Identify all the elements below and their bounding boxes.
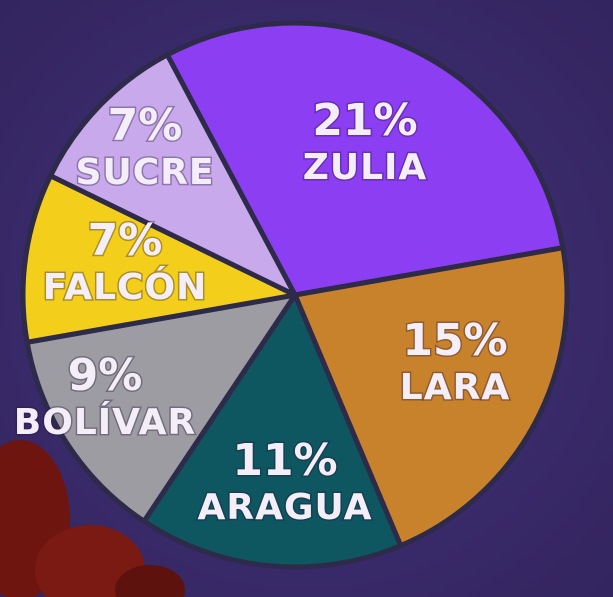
slice xyxy=(164,20,566,298)
category-label: FALCÓN xyxy=(43,266,207,308)
slice xyxy=(48,52,298,298)
category-label: ZULIA xyxy=(303,147,428,188)
value-label: 15% xyxy=(402,315,507,366)
pie xyxy=(20,20,570,570)
slice xyxy=(24,292,298,524)
value-label: 7% xyxy=(108,100,183,151)
slice xyxy=(141,292,404,570)
decoration xyxy=(0,440,185,597)
category-label: ARAGUA xyxy=(198,487,373,528)
value-label: 7% xyxy=(88,215,163,266)
slice xyxy=(292,245,570,549)
labels: 21%ZULIA15%LARA11%ARAGUA9%BOLÍVAR7%FALCÓ… xyxy=(12,94,510,530)
value-label: 9% xyxy=(68,350,143,401)
category-label: BOLÍVAR xyxy=(14,401,196,443)
category-label: SUCRE xyxy=(76,152,215,193)
category-label: LARA xyxy=(400,367,510,408)
value-label: 11% xyxy=(232,435,337,486)
slice xyxy=(20,173,298,345)
value-label: 21% xyxy=(312,95,417,146)
